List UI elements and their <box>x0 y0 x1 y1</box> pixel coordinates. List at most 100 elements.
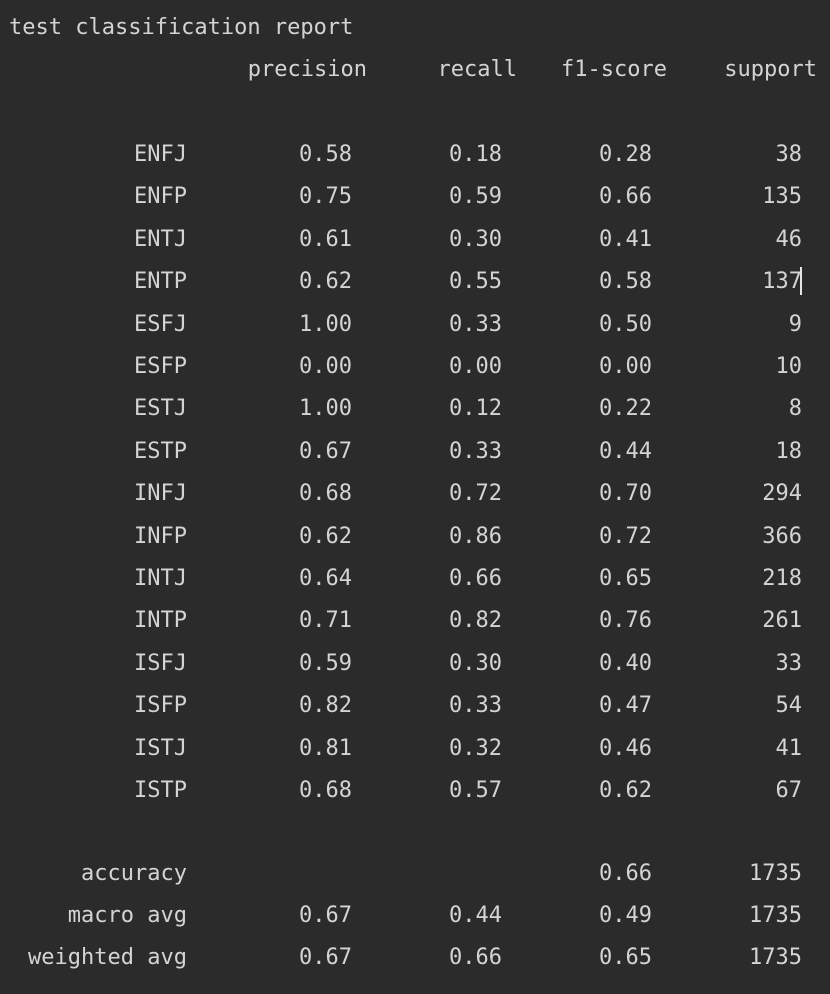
recall-value: 0.82 <box>449 608 502 634</box>
f1-score-value: 0.44 <box>599 438 652 464</box>
f1-score-value: 0.49 <box>599 903 652 929</box>
f1-score-value: 0.65 <box>599 566 652 591</box>
recall-value: 0.00 <box>449 354 502 379</box>
table-row: INFP 0.62 0.86 0.72 366 <box>0 521 830 553</box>
precision-value: 0.71 <box>299 608 352 634</box>
support-value: 218 <box>762 566 802 591</box>
f1-score-value: 0.66 <box>599 861 652 886</box>
table-row: INTP 0.71 0.82 0.76 261 <box>0 605 830 637</box>
support-value: 261 <box>762 608 802 634</box>
support-value: 18 <box>775 438 803 464</box>
support-value: 10 <box>775 354 803 379</box>
row-label: ISTP <box>134 778 187 803</box>
table-row: ESTP 0.67 0.33 0.44 18 <box>0 436 830 468</box>
support-value: 41 <box>775 735 803 761</box>
row-label: ESTP <box>134 438 187 464</box>
f1-score-value: 0.28 <box>599 142 652 167</box>
summary-row: accuracy 0.66 1735 <box>0 858 830 890</box>
f1-score-value: 0.41 <box>599 226 652 252</box>
support-value: 54 <box>775 693 803 719</box>
support-value: 8 <box>788 396 802 422</box>
recall-value: 0.18 <box>449 142 502 167</box>
row-label: ENFP <box>134 184 187 210</box>
f1-score-value: 0.65 <box>599 945 652 971</box>
support-value: 135 <box>762 184 802 210</box>
f1-score-value: 0.22 <box>599 396 652 422</box>
support-value: 9 <box>788 311 802 337</box>
precision-value: 0.00 <box>299 354 352 379</box>
support-value: 1735 <box>749 945 802 971</box>
header-recall: recall <box>437 57 517 82</box>
row-label: ISTJ <box>134 735 187 761</box>
support-value: 67 <box>775 778 803 803</box>
table-row: ENTP 0.62 0.55 0.58 137 <box>0 266 830 298</box>
row-label: INFP <box>134 523 187 549</box>
support-value: 46 <box>775 226 803 252</box>
row-label: ENFJ <box>134 142 187 167</box>
f1-score-value: 0.47 <box>599 693 652 719</box>
recall-value: 0.55 <box>449 269 502 295</box>
precision-value: 0.67 <box>299 945 352 971</box>
precision-value: 0.59 <box>299 650 352 676</box>
precision-value: 0.82 <box>299 693 352 719</box>
header-f1-score: f1-score <box>561 57 667 82</box>
f1-score-value: 0.76 <box>599 608 652 634</box>
recall-value: 0.86 <box>449 523 502 549</box>
precision-value: 0.67 <box>299 903 352 929</box>
table-row: ENFP 0.75 0.59 0.66 135 <box>0 181 830 213</box>
row-label: INTJ <box>134 566 187 591</box>
recall-value: 0.66 <box>449 945 502 971</box>
recall-value: 0.44 <box>449 903 502 929</box>
support-value: 1735 <box>749 861 802 886</box>
table-row: ISTJ 0.81 0.32 0.46 41 <box>0 733 830 765</box>
table-row: INTJ 0.64 0.66 0.65 218 <box>0 563 830 595</box>
table-row: INFJ 0.68 0.72 0.70 294 <box>0 478 830 510</box>
recall-value: 0.66 <box>449 566 502 591</box>
column-header-row: precision recall f1-score support <box>0 54 830 86</box>
table-row: ISTP 0.68 0.57 0.62 67 <box>0 775 830 807</box>
precision-value: 0.62 <box>299 269 352 295</box>
table-row: ESTJ 1.00 0.12 0.22 8 <box>0 393 830 425</box>
support-value: 294 <box>762 481 802 507</box>
recall-value: 0.33 <box>449 693 502 719</box>
recall-value: 0.57 <box>449 778 502 803</box>
f1-score-value: 0.72 <box>599 523 652 549</box>
support-value: 38 <box>775 142 803 167</box>
precision-value: 0.64 <box>299 566 352 591</box>
summary-row: weighted avg 0.67 0.66 0.65 1735 <box>0 942 830 974</box>
summary-row: macro avg 0.67 0.44 0.49 1735 <box>0 900 830 932</box>
support-value: 137 <box>762 269 802 295</box>
precision-value: 0.68 <box>299 481 352 507</box>
recall-value: 0.33 <box>449 311 502 337</box>
recall-value: 0.30 <box>449 226 502 252</box>
precision-value: 0.81 <box>299 735 352 761</box>
table-row: ESFP 0.00 0.00 0.00 10 <box>0 351 830 383</box>
f1-score-value: 0.40 <box>599 650 652 676</box>
f1-score-value: 0.50 <box>599 311 652 337</box>
f1-score-value: 0.70 <box>599 481 652 507</box>
row-label: INFJ <box>134 481 187 507</box>
recall-value: 0.30 <box>449 650 502 676</box>
support-value: 1735 <box>749 903 802 929</box>
report-title: test classification report <box>9 15 354 40</box>
table-row: ISFP 0.82 0.33 0.47 54 <box>0 690 830 722</box>
precision-value: 0.62 <box>299 523 352 549</box>
text-cursor <box>800 267 802 295</box>
precision-value: 0.58 <box>299 142 352 167</box>
recall-value: 0.12 <box>449 396 502 422</box>
row-label: accuracy <box>81 861 187 886</box>
row-label: ESTJ <box>134 396 187 422</box>
header-support: support <box>724 57 817 82</box>
header-precision: precision <box>247 57 367 82</box>
precision-value: 1.00 <box>299 311 352 337</box>
precision-value: 0.61 <box>299 226 352 252</box>
recall-value: 0.33 <box>449 438 502 464</box>
row-label: ENTP <box>134 269 187 295</box>
f1-score-value: 0.58 <box>599 269 652 295</box>
row-label: ISFP <box>134 693 187 719</box>
row-label: ESFP <box>134 354 187 379</box>
row-label: ESFJ <box>134 311 187 337</box>
table-row: ENFJ 0.58 0.18 0.28 38 <box>0 139 830 171</box>
precision-value: 0.67 <box>299 438 352 464</box>
